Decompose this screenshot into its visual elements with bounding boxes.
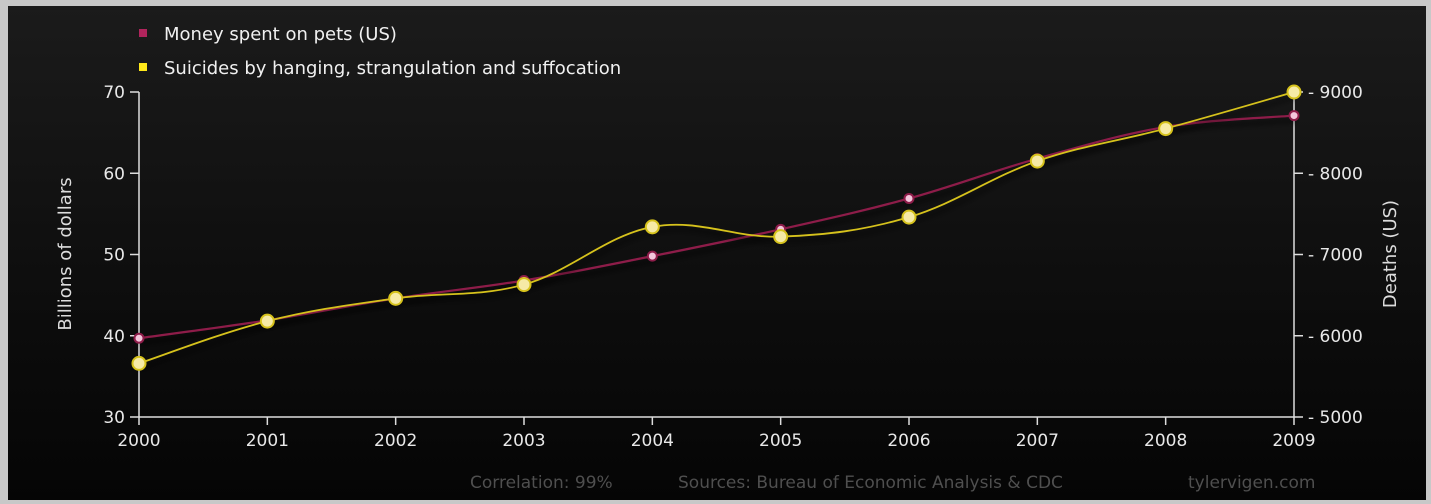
- data-point-suicides: [773, 229, 789, 245]
- right-tick-label: - 5000: [1308, 408, 1363, 428]
- left-tick-label: 70: [103, 83, 125, 103]
- data-point-suicides: [1029, 153, 1045, 169]
- data-point-suicides: [644, 219, 660, 235]
- x-tick-label: 2008: [1144, 431, 1187, 451]
- x-tick-label: 2006: [887, 431, 930, 451]
- right-tick-label: - 6000: [1308, 327, 1363, 347]
- right-tick-label: - 7000: [1308, 246, 1363, 266]
- legend-label-suicides: Suicides by hanging, strangulation and s…: [164, 58, 621, 79]
- x-tick-label: 2003: [502, 431, 545, 451]
- footer-sources: Sources: Bureau of Economic Analysis & C…: [678, 473, 1063, 493]
- series-line-suicides: [138, 91, 1295, 365]
- right-y-ticks: - 5000 - 6000 - 7000 - 8000 - 9000: [1294, 83, 1363, 428]
- data-point-suicides: [259, 313, 275, 329]
- series-line-pets: [138, 114, 1295, 340]
- data-point-suicides: [131, 355, 147, 371]
- x-tick-label: 2002: [374, 431, 417, 451]
- footer: Correlation: 99% Sources: Bureau of Econ…: [470, 473, 1315, 493]
- data-point-pets: [646, 250, 658, 262]
- data-point-pets: [1288, 110, 1300, 122]
- data-point-suicides: [1158, 121, 1174, 137]
- x-tick-label: 2005: [759, 431, 802, 451]
- data-point-suicides: [901, 209, 917, 225]
- x-tick-label: 2004: [631, 431, 674, 451]
- footer-site: tylervigen.com: [1188, 473, 1315, 493]
- data-point-pets: [903, 192, 915, 204]
- x-tick-label: 2009: [1272, 431, 1315, 451]
- chart-container: Money spent on pets (US) Suicides by han…: [8, 6, 1426, 500]
- left-y-ticks: 30 40 50 60 70: [103, 83, 139, 428]
- legend: Money spent on pets (US) Suicides by han…: [139, 24, 621, 79]
- data-point-suicides: [1286, 84, 1302, 100]
- right-tick-label: - 9000: [1308, 83, 1363, 103]
- data-point-suicides: [516, 277, 532, 293]
- footer-correlation: Correlation: 99%: [470, 473, 613, 493]
- left-tick-label: 50: [103, 246, 125, 266]
- legend-label-pets: Money spent on pets (US): [164, 24, 397, 45]
- right-tick-label: - 8000: [1308, 164, 1363, 184]
- data-point-pets: [133, 332, 145, 344]
- x-tick-label: 2007: [1016, 431, 1059, 451]
- left-tick-label: 30: [103, 408, 125, 428]
- x-ticks: 2000 2001 2002 2003 2004 2005 2006 2007 2008 2009: [117, 417, 1316, 451]
- right-axis-title: Deaths (US): [1380, 200, 1401, 308]
- x-tick-label: 2000: [117, 431, 160, 451]
- left-tick-label: 60: [103, 164, 125, 184]
- series-layer: [131, 84, 1302, 371]
- legend-swatch-pets: [139, 29, 147, 37]
- x-tick-label: 2001: [246, 431, 289, 451]
- left-axis-title: Billions of dollars: [55, 177, 76, 330]
- legend-swatch-suicides: [139, 63, 147, 71]
- line-chart: Money spent on pets (US) Suicides by han…: [55, 24, 1401, 493]
- left-tick-label: 40: [103, 327, 125, 347]
- axes: [138, 92, 1295, 418]
- data-point-suicides: [388, 290, 404, 306]
